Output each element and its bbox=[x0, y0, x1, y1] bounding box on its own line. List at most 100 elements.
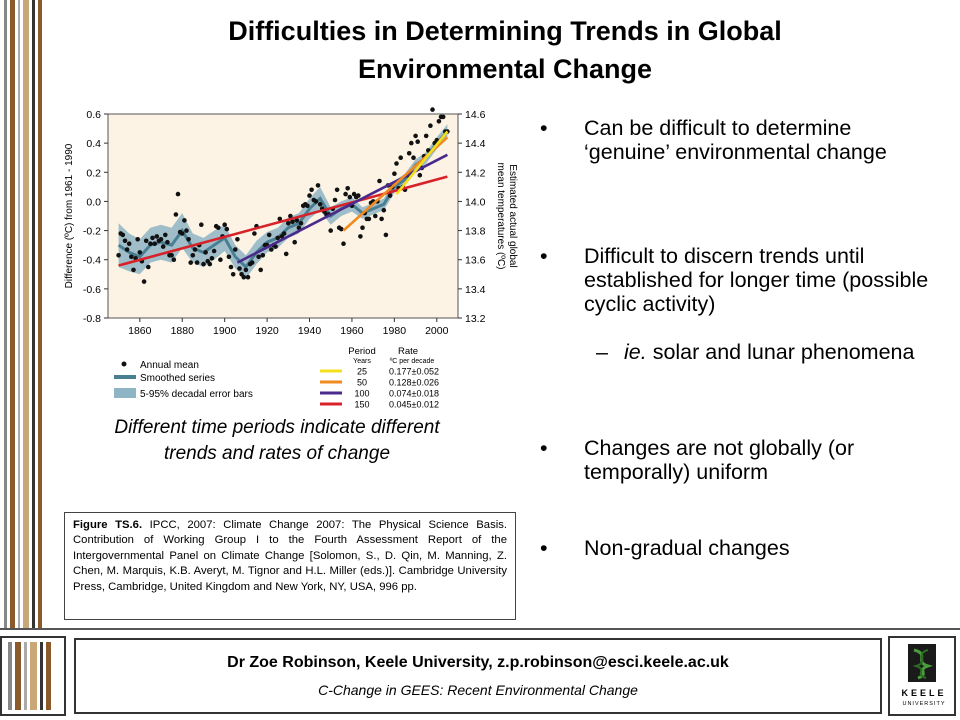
annual-mean-point bbox=[305, 203, 310, 209]
y-tick-label: 0.0 bbox=[86, 196, 101, 208]
annual-mean-point bbox=[209, 256, 215, 261]
annual-mean-point bbox=[201, 261, 206, 267]
x-tick-label: 1960 bbox=[340, 325, 364, 337]
figure-ref-text: IPCC, 2007: Climate Change 2007: The Phy… bbox=[73, 519, 508, 593]
annual-mean-point bbox=[152, 241, 157, 246]
y-right-tick-label: 13.2 bbox=[465, 313, 486, 325]
annual-mean-point bbox=[146, 264, 151, 270]
annual-mean-point bbox=[383, 232, 389, 238]
annual-mean-point bbox=[224, 226, 230, 232]
bullet-marker: • bbox=[540, 116, 548, 140]
annual-mean-point bbox=[188, 260, 193, 265]
y-tick-label: 0.2 bbox=[86, 167, 101, 179]
x-tick-label: 1900 bbox=[213, 325, 237, 337]
annual-mean-point bbox=[258, 267, 263, 273]
figure-reference-box: Figure TS.6. IPCC, 2007: Climate Change … bbox=[64, 512, 516, 620]
annual-mean-point bbox=[186, 237, 191, 242]
footer-stripes bbox=[8, 642, 51, 710]
annual-mean-point bbox=[233, 247, 238, 252]
annual-mean-point bbox=[175, 191, 181, 197]
annual-mean-point bbox=[398, 155, 404, 160]
keele-wordmark: KEELE bbox=[901, 688, 947, 698]
annual-mean-point bbox=[137, 250, 143, 255]
error-band bbox=[118, 124, 448, 279]
y-right-tick-label: 13.6 bbox=[465, 255, 486, 267]
x-tick-label: 1920 bbox=[255, 325, 279, 337]
annual-mean-point bbox=[126, 241, 132, 246]
annual-mean-point bbox=[275, 235, 280, 241]
annual-mean-point bbox=[277, 216, 283, 222]
annual-mean-point bbox=[116, 253, 121, 258]
y-right-tick-label: 14.2 bbox=[465, 167, 486, 179]
annual-mean-point bbox=[317, 202, 323, 207]
annual-mean-point bbox=[436, 119, 442, 124]
legend-trend-rate: 0.074±0.018 bbox=[389, 389, 439, 399]
annual-mean-point bbox=[307, 193, 312, 198]
trend-line-150 bbox=[118, 175, 448, 267]
annual-mean-point bbox=[158, 237, 164, 242]
annual-mean-point bbox=[328, 228, 334, 233]
annual-mean-point bbox=[266, 232, 272, 238]
legend-rate-header: Rate bbox=[398, 346, 418, 357]
plot-area bbox=[107, 113, 459, 319]
y-right-tick-label: 14.0 bbox=[465, 196, 486, 208]
annual-mean-point bbox=[292, 239, 297, 245]
annual-mean-point bbox=[332, 197, 338, 203]
annual-mean-point bbox=[387, 193, 393, 198]
annual-mean-point bbox=[273, 244, 278, 249]
annual-mean-point bbox=[216, 225, 221, 230]
keele-university: UNIVERSITY bbox=[902, 701, 946, 707]
annual-mean-point bbox=[343, 191, 348, 197]
bullet-marker: • bbox=[540, 244, 548, 268]
annual-mean-point bbox=[249, 260, 255, 265]
annual-mean-point bbox=[190, 253, 196, 258]
annual-mean-point bbox=[269, 247, 274, 252]
footer-divider bbox=[0, 628, 960, 630]
legend-period-header: Period bbox=[348, 346, 375, 357]
annual-mean-point bbox=[360, 225, 365, 230]
annual-mean-point bbox=[298, 221, 304, 226]
annual-mean-point bbox=[148, 241, 153, 246]
x-tick-label: 1940 bbox=[298, 325, 322, 337]
legend-period-units: Years bbox=[353, 358, 371, 365]
annual-mean-point bbox=[315, 183, 321, 188]
figure-ref-label: Figure TS.6. bbox=[73, 519, 143, 531]
x-tick-label: 1980 bbox=[383, 325, 407, 337]
legend-rate-units: ºC per decade bbox=[390, 358, 435, 365]
annual-mean-point bbox=[182, 218, 187, 223]
annual-mean-point bbox=[339, 226, 344, 232]
x-tick-label: 1860 bbox=[128, 325, 152, 337]
annual-mean-point bbox=[163, 232, 168, 238]
y-tick-label: -0.6 bbox=[83, 284, 101, 296]
x-tick-label: 2000 bbox=[425, 325, 449, 337]
chart-caption: Different time periods indicate differen… bbox=[114, 417, 440, 464]
annual-mean-point bbox=[184, 228, 189, 233]
annual-mean-point bbox=[241, 274, 247, 280]
annual-mean-point bbox=[165, 239, 170, 245]
annual-mean-point bbox=[226, 254, 232, 260]
annual-mean-point bbox=[260, 253, 266, 258]
sub-bullet-italic: ie. bbox=[624, 340, 647, 364]
annual-mean-point bbox=[129, 254, 134, 260]
legend-trend-period: 50 bbox=[357, 378, 367, 388]
legend-trend-period: 150 bbox=[354, 400, 369, 410]
annual-mean-point bbox=[313, 199, 319, 204]
annual-mean-point bbox=[413, 133, 418, 139]
keele-logo-icon bbox=[908, 644, 936, 682]
y-tick-label: -0.4 bbox=[83, 255, 101, 267]
annual-mean-point bbox=[160, 244, 166, 249]
annual-mean-point bbox=[222, 222, 227, 227]
annual-mean-point bbox=[192, 247, 198, 252]
annual-mean-point bbox=[356, 193, 361, 198]
annual-mean-point bbox=[124, 247, 130, 252]
title-line-2: Environmental Change bbox=[357, 54, 653, 84]
annual-mean-point bbox=[237, 266, 242, 271]
annual-mean-point bbox=[415, 139, 421, 144]
annual-mean-point bbox=[411, 155, 416, 160]
annual-mean-point bbox=[256, 254, 261, 260]
annual-mean-point bbox=[381, 207, 387, 213]
y-tick-label: 0.6 bbox=[86, 109, 101, 121]
annual-mean-point bbox=[207, 261, 213, 267]
decorative-stripes bbox=[4, 0, 42, 628]
x-tick-label: 1880 bbox=[171, 325, 195, 337]
